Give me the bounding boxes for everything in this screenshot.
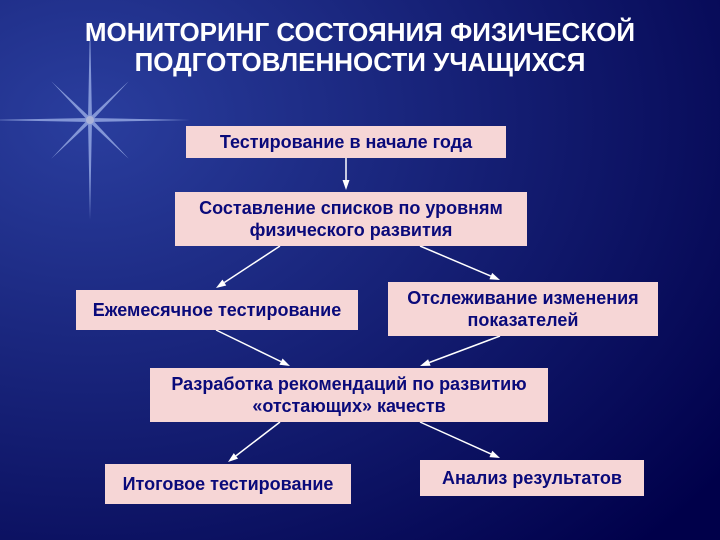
node-analyze-results: Анализ результатов	[420, 460, 644, 496]
node-label: Разработка рекомендаций по развитию «отс…	[158, 373, 540, 418]
node-label: Отслеживание изменения показателей	[396, 287, 650, 332]
node-final-testing: Итоговое тестирование	[105, 464, 351, 504]
node-label: Составление списков по уровням физическо…	[183, 197, 519, 242]
diagram-title: МОНИТОРИНГ СОСТОЯНИЯ ФИЗИЧЕСКОЙ ПОДГОТОВ…	[0, 18, 720, 78]
node-testing-start-of-year: Тестирование в начале года	[186, 126, 506, 158]
node-track-changes: Отслеживание изменения показателей	[388, 282, 658, 336]
node-label: Тестирование в начале года	[220, 131, 472, 154]
node-label: Итоговое тестирование	[123, 473, 334, 496]
background-layer	[0, 0, 720, 540]
node-compile-lists: Составление списков по уровням физическо…	[175, 192, 527, 246]
node-monthly-testing: Ежемесячное тестирование	[76, 290, 358, 330]
node-label: Анализ результатов	[442, 467, 622, 490]
node-label: Ежемесячное тестирование	[93, 299, 342, 322]
flowchart-canvas: МОНИТОРИНГ СОСТОЯНИЯ ФИЗИЧЕСКОЙ ПОДГОТОВ…	[0, 0, 720, 540]
node-develop-recommendations: Разработка рекомендаций по развитию «отс…	[150, 368, 548, 422]
